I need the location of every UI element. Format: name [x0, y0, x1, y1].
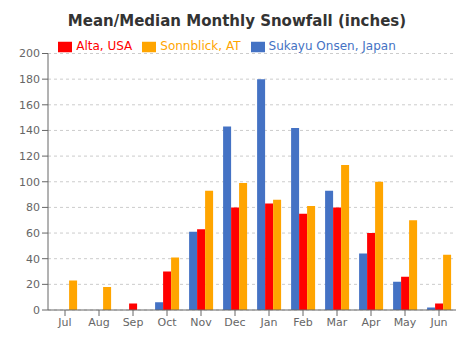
svg-text:Nov: Nov	[190, 316, 212, 329]
svg-text:100: 100	[19, 176, 40, 189]
svg-text:Jul: Jul	[57, 316, 71, 329]
svg-text:0: 0	[33, 304, 40, 317]
svg-text:20: 20	[26, 278, 40, 291]
svg-text:May: May	[394, 316, 417, 329]
svg-text:Aug: Aug	[88, 316, 109, 329]
svg-text:140: 140	[19, 124, 40, 137]
svg-text:200: 200	[19, 47, 40, 60]
html-text:Mean/Median Monthly Snowfall (: Mean/Median Monthly Snowfall (inches)	[67, 12, 407, 30]
svg-text:60: 60	[26, 227, 40, 240]
svg-text:120: 120	[19, 150, 40, 163]
svg-text:Mar: Mar	[327, 316, 348, 329]
svg-text:160: 160	[19, 99, 40, 112]
svg-text:Apr: Apr	[361, 316, 381, 329]
svg-text:Jan: Jan	[260, 316, 278, 329]
svg-text:180: 180	[19, 73, 40, 86]
svg-text:Jun: Jun	[429, 316, 447, 329]
svg-text:Oct: Oct	[157, 316, 177, 329]
svg-text:40: 40	[26, 253, 40, 266]
svg-text:Feb: Feb	[293, 316, 312, 329]
html-text:Sonnblick, AT: Sonnblick, AT	[160, 39, 241, 53]
svg-text:Sep: Sep	[123, 316, 144, 329]
svg-text:80: 80	[26, 201, 40, 214]
html-text:Sukayu Onsen, Japan: Sukayu Onsen, Japan	[268, 39, 396, 53]
svg-text:Dec: Dec	[224, 316, 245, 329]
html-text:Alta, USA: Alta, USA	[76, 39, 133, 53]
